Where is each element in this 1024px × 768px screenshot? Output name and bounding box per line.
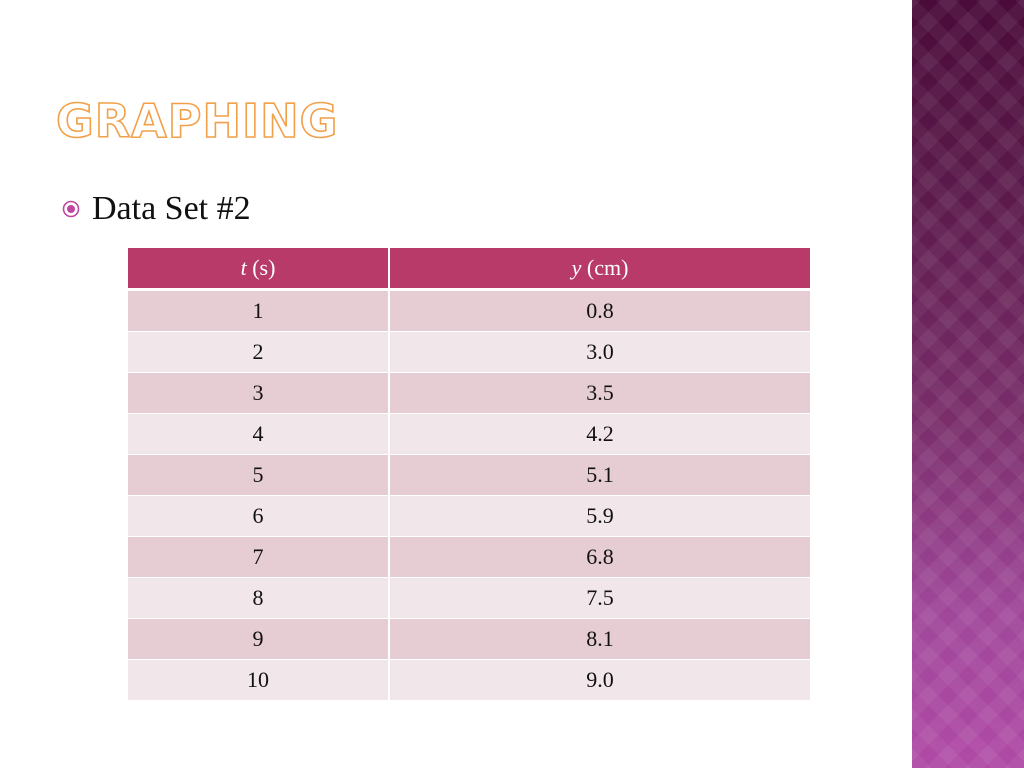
bullet-text: Data Set #2 — [92, 190, 251, 227]
table-row: 3 3.5 — [128, 372, 810, 414]
header-cell-y: y (cm) — [389, 248, 810, 291]
cell-t: 9 — [128, 618, 391, 660]
header-variable: y — [571, 255, 582, 280]
cell-y: 7.5 — [389, 577, 810, 619]
slide-title: Graphing — [55, 94, 339, 148]
table-header-row: t (s) y (cm) — [128, 248, 810, 291]
cell-t: 10 — [128, 659, 391, 700]
cell-t: 5 — [128, 454, 391, 496]
cell-y: 3.5 — [389, 372, 810, 414]
cell-t: 2 — [128, 331, 391, 373]
data-table: t (s) y (cm) 1 0.8 2 3.0 3 3.5 4 4.2 5 — [128, 248, 810, 700]
table-row: 7 6.8 — [128, 536, 810, 578]
cell-t: 1 — [128, 289, 391, 332]
table-row: 4 4.2 — [128, 413, 810, 455]
decorative-side-panel — [912, 0, 1024, 768]
table-row: 9 8.1 — [128, 618, 810, 660]
table-row: 10 9.0 — [128, 659, 810, 700]
table-row: 6 5.9 — [128, 495, 810, 537]
cell-y: 8.1 — [389, 618, 810, 660]
cell-y: 5.1 — [389, 454, 810, 496]
cell-t: 4 — [128, 413, 391, 455]
header-cell-t: t (s) — [128, 248, 391, 291]
table-row: 5 5.1 — [128, 454, 810, 496]
cell-y: 5.9 — [389, 495, 810, 537]
cell-t: 3 — [128, 372, 391, 414]
cell-y: 4.2 — [389, 413, 810, 455]
cell-t: 8 — [128, 577, 391, 619]
table-row: 8 7.5 — [128, 577, 810, 619]
cell-y: 3.0 — [389, 331, 810, 373]
bullet-item: Data Set #2 — [62, 190, 251, 228]
table-row: 1 0.8 — [128, 289, 810, 332]
header-unit: (s) — [246, 255, 276, 280]
header-unit: (cm) — [581, 255, 629, 280]
cell-t: 6 — [128, 495, 391, 537]
header-variable: t — [240, 255, 247, 280]
radio-bullet-icon — [62, 200, 80, 218]
cell-t: 7 — [128, 536, 391, 578]
table-row: 2 3.0 — [128, 331, 810, 373]
cell-y: 6.8 — [389, 536, 810, 578]
cell-y: 9.0 — [389, 659, 810, 700]
cell-y: 0.8 — [389, 289, 810, 332]
